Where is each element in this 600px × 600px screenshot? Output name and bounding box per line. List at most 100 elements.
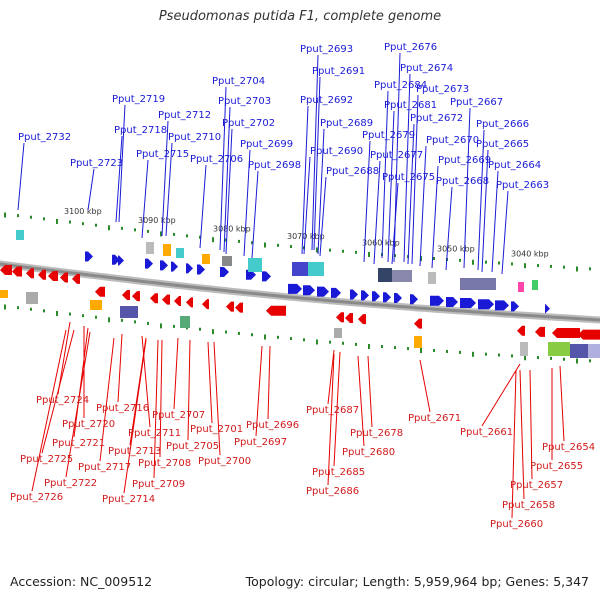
reverse-gene [162, 294, 170, 305]
reverse-gene [48, 270, 58, 281]
tick-mark [537, 356, 539, 360]
top-leader-line [301, 105, 309, 255]
tick-mark [589, 267, 591, 271]
top-gene-label: Pput_2684 [374, 80, 427, 91]
tick-mark [342, 341, 344, 345]
gene-annotation-box [26, 292, 38, 304]
bottom-gene-label: Pput_2657 [510, 480, 563, 491]
top-leader-line [87, 168, 95, 211]
bottom-leader-line [511, 369, 517, 519]
top-leader-line [165, 142, 173, 237]
bottom-leader-line [519, 369, 525, 500]
page-title: Pseudomonas putida F1, complete genome [158, 9, 442, 24]
tick-mark [43, 309, 45, 313]
top-leader-line [431, 165, 439, 269]
gene-annotation-box [180, 316, 190, 328]
kbp-tick-label: 3060 kbp [362, 238, 400, 247]
forward-gene [262, 271, 271, 282]
reverse-gene [150, 293, 158, 304]
reverse-gene [358, 314, 366, 325]
top-gene-label: Pput_2689 [320, 118, 373, 129]
forward-gene [186, 263, 193, 274]
bottom-leader-line [41, 329, 75, 454]
top-leader-line [445, 186, 453, 271]
bottom-gene-label: Pput_2725 [20, 454, 73, 465]
top-leader-line [407, 123, 415, 265]
reverse-gene [552, 328, 580, 339]
bottom-gene-label: Pput_2726 [10, 492, 63, 503]
top-gene-label: Pput_2719 [112, 94, 165, 105]
bottom-gene-label: Pput_2709 [132, 479, 185, 490]
reverse-gene [26, 268, 34, 279]
bottom-leader-line [357, 355, 365, 447]
top-gene-label: Pput_2693 [300, 44, 353, 55]
kbp-tick-label: 3050 kbp [437, 244, 475, 253]
tick-mark [173, 324, 175, 328]
top-leader-line [411, 94, 419, 265]
bottom-gene-label: Pput_2658 [502, 500, 555, 511]
bottom-gene-label: Pput_2720 [62, 419, 115, 430]
top-leader-line [319, 176, 327, 257]
tick-mark [95, 315, 97, 319]
tick-mark [186, 234, 188, 238]
tick-mark [459, 258, 461, 262]
bottom-leader-line [213, 341, 221, 456]
tick-mark [30, 307, 32, 311]
top-leader-line [251, 170, 259, 259]
top-leader-line [199, 164, 207, 249]
bottom-leader-line [173, 337, 179, 410]
tick-mark [121, 226, 123, 230]
top-leader-line [403, 73, 411, 263]
top-leader-line [225, 128, 233, 255]
top-gene-label: Pput_2692 [300, 95, 353, 106]
bottom-leader-line [117, 333, 123, 403]
accession-label: Accession: NC_009512 [10, 574, 153, 589]
tick-mark [394, 254, 396, 258]
gene-annotation-box [588, 344, 600, 358]
backbone-line [0, 262, 600, 322]
bottom-leader-line [65, 331, 91, 478]
bottom-leader-line [153, 339, 159, 479]
tick-mark [550, 264, 552, 268]
genome-backbone [0, 260, 600, 324]
forward-gene [85, 251, 93, 262]
tick-mark [4, 212, 6, 218]
reverse-gene [226, 301, 234, 312]
top-gene-label: Pput_2677 [370, 150, 423, 161]
bottom-leader-line [327, 349, 335, 405]
tick-mark [30, 215, 32, 219]
reverse-gene [60, 272, 68, 283]
top-leader-line [363, 140, 371, 263]
tick-mark [459, 350, 461, 354]
top-leader-line [381, 90, 389, 259]
bottom-gene-label: Pput_2724 [36, 395, 89, 406]
forward-gene [495, 300, 509, 311]
tick-mark [134, 228, 136, 232]
top-leader-line [219, 86, 227, 251]
gene-annotation-box [334, 328, 342, 338]
forward-gene [197, 264, 205, 275]
tick-mark [108, 317, 110, 323]
bottom-gene-label: Pput_2686 [306, 486, 359, 497]
bottom-gene-label: Pput_2697 [234, 437, 287, 448]
gene-annotation-box [146, 242, 154, 254]
tick-mark [277, 335, 279, 339]
bottom-gene-label: Pput_2655 [530, 461, 583, 472]
forward-gene [171, 261, 178, 272]
top-leader-line [491, 170, 499, 273]
tick-mark [160, 323, 162, 329]
top-leader-line [243, 149, 251, 257]
bottom-leader-line [99, 337, 115, 462]
top-gene-label: Pput_2698 [248, 160, 301, 171]
forward-gene [160, 260, 168, 271]
top-leader-line [161, 120, 169, 237]
gene-annotation-box [428, 272, 436, 284]
forward-gene [383, 292, 391, 303]
tick-mark [225, 238, 227, 242]
tick-mark [472, 351, 474, 357]
tick-mark [316, 247, 318, 253]
top-leader-line [17, 142, 25, 211]
reverse-gene [202, 299, 209, 310]
tick-mark [225, 330, 227, 334]
